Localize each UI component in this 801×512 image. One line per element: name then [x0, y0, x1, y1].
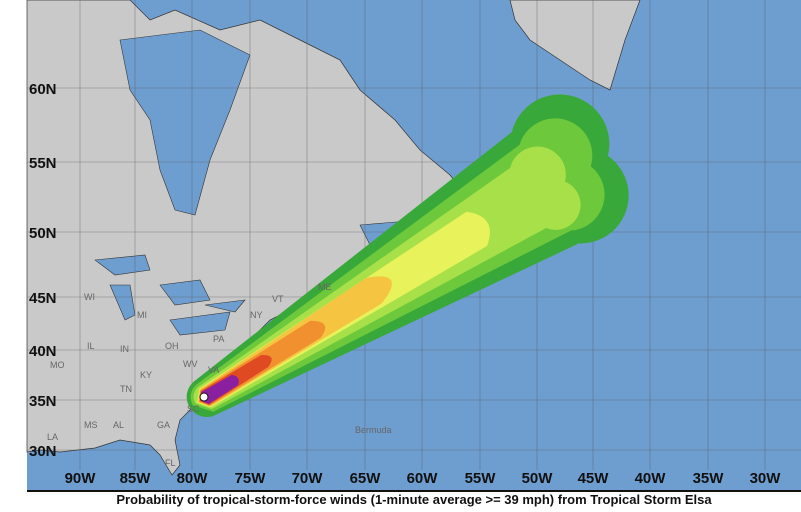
state-label: SC — [187, 404, 200, 414]
latitude-labels: 60N 55N 50N 45N 40N 35N 30N — [29, 81, 57, 460]
probability-swath — [186, 94, 629, 418]
state-label: WV — [183, 359, 198, 369]
state-label: VA — [208, 365, 219, 375]
longitude-label: 30W — [750, 470, 782, 487]
storm-position-marker — [199, 392, 209, 402]
longitude-label: 35W — [693, 470, 725, 487]
state-labels: WI MI NY VT ME PA IL IN OH MO WV KY VA TN SC MS AL GA LA FL — [47, 282, 332, 468]
state-label: ME — [318, 282, 332, 292]
longitude-label: 85W — [120, 470, 152, 487]
latitude-label: 50N — [29, 225, 57, 242]
latitude-label: 55N — [29, 155, 57, 172]
state-label: MS — [84, 420, 98, 430]
longitude-label: 50W — [522, 470, 554, 487]
state-label: IN — [120, 344, 129, 354]
state-label: TN — [120, 384, 132, 394]
state-label: AL — [113, 420, 124, 430]
longitude-labels: 90W 85W 80W 75W 70W 65W 60W 55W 50W 45W 40W 35W 30W — [65, 470, 782, 487]
latitude-label: 45N — [29, 290, 57, 307]
swath-90 — [200, 374, 239, 405]
left-border — [0, 0, 27, 510]
latitude-label: 30N — [29, 443, 57, 460]
state-label: FL — [165, 458, 176, 468]
longitude-label: 45W — [578, 470, 610, 487]
state-label: GA — [157, 420, 170, 430]
state-label: MI — [137, 310, 147, 320]
bermuda-label: Bermuda — [355, 425, 392, 435]
state-label: NY — [250, 310, 263, 320]
state-label: LA — [47, 432, 58, 442]
latitude-label: 35N — [29, 393, 57, 410]
state-label: OH — [165, 341, 179, 351]
longitude-label: 60W — [407, 470, 439, 487]
hudson-bay — [119, 29, 251, 216]
latitude-label: 40N — [29, 343, 57, 360]
state-label: KY — [140, 370, 152, 380]
latitude-label: 60N — [29, 81, 57, 98]
state-label: VT — [272, 294, 284, 304]
longitude-label: 80W — [177, 470, 209, 487]
state-label: PA — [213, 334, 224, 344]
longitude-label: 65W — [350, 470, 382, 487]
state-label: IL — [87, 341, 95, 351]
longitude-label: 70W — [292, 470, 324, 487]
longitude-label: 90W — [65, 470, 97, 487]
map-title: Probability of tropical-storm-force wind… — [27, 490, 801, 512]
longitude-label: 40W — [635, 470, 667, 487]
longitude-label: 75W — [235, 470, 267, 487]
longitude-label: 55W — [465, 470, 497, 487]
state-label: WI — [84, 292, 95, 302]
state-label: MO — [50, 360, 65, 370]
